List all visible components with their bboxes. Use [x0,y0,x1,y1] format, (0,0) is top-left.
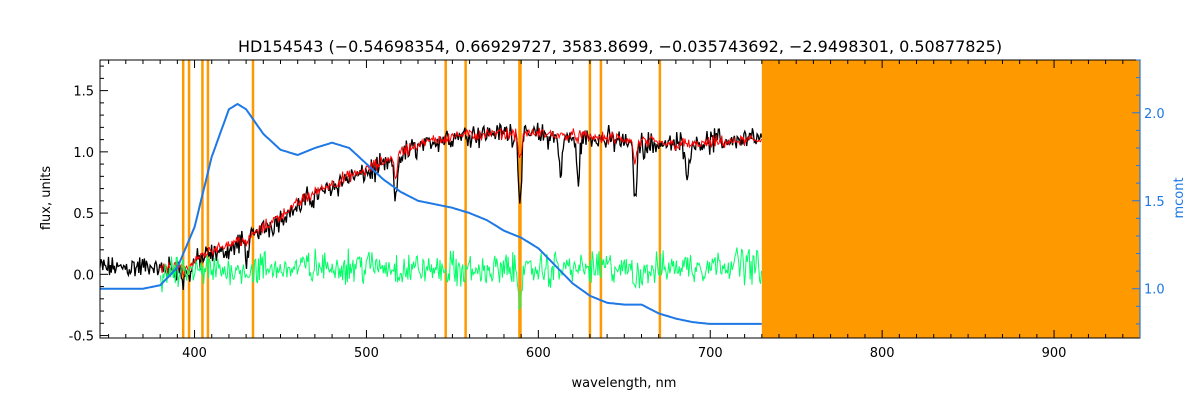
y-tick-label: -0.5 [69,330,94,345]
x-tick-label: 900 [1042,346,1067,361]
y-tick-label: 0.5 [73,207,94,222]
x-tick-label: 700 [698,346,723,361]
x-axis-label: wavelength, nm [572,376,677,391]
y-tick-label: 0.0 [73,268,94,283]
chart-title: HD154543 (−0.54698354, 0.66929727, 3583.… [238,37,1002,56]
y2-tick-label: 1.0 [1144,283,1165,298]
y-tick-label: 1.0 [73,146,94,161]
axes: 400 500 600 700 800 900 -0.5 0.0 0.5 1.0 1.5 1.0 1.5… [69,59,1165,361]
series-line-3 [159,247,762,310]
series-line-2 [159,127,762,278]
right-axis-label: mcont [1172,177,1187,218]
plot-area [99,60,1140,338]
x-tick-label: 600 [526,346,551,361]
masked-region [761,60,1140,338]
y-tick-label: 1.5 [73,85,94,100]
x-tick-label: 500 [354,346,379,361]
x-tick-label: 400 [182,346,207,361]
y2-tick-label: 1.5 [1144,195,1165,210]
x-tick-label: 800 [870,346,895,361]
series-line-4 [100,102,762,325]
y2-tick-label: 2.0 [1144,107,1165,122]
y-axis-label: flux, units [39,166,54,231]
